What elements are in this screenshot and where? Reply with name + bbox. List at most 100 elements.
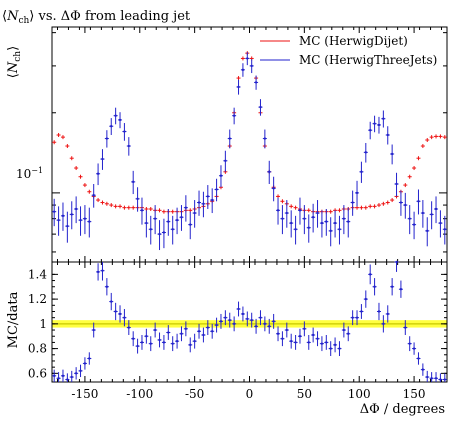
ratio-point <box>368 264 373 285</box>
herwig-three-jets-point <box>210 188 215 214</box>
ratio-point <box>100 262 105 281</box>
main-y-axis-label: ⟨Nch⟩ <box>6 46 23 78</box>
ratio-point <box>319 336 324 352</box>
ratio-point <box>416 352 421 365</box>
herwig-three-jets-point <box>153 205 158 235</box>
ratio-point <box>376 302 381 321</box>
herwig-three-jets-point <box>258 99 263 116</box>
ratio-point <box>188 337 193 353</box>
herwig-three-jets-point <box>346 207 351 238</box>
ratio-point <box>363 290 368 308</box>
herwig-three-jets-point <box>315 200 320 228</box>
herwig-dijet-point <box>420 144 425 149</box>
herwig-dijet-point <box>425 138 430 143</box>
herwig-dijet-point <box>109 203 114 208</box>
ratio-point <box>398 280 403 298</box>
ratio-point <box>276 326 281 342</box>
herwig-three-jets-point <box>60 202 65 231</box>
herwig-three-jets-point <box>355 180 360 207</box>
herwig-dijet-point <box>82 183 87 188</box>
ratio-point <box>442 373 447 382</box>
herwig-three-jets-point <box>175 207 180 235</box>
ratio-point <box>302 321 307 337</box>
herwig-three-jets-point <box>232 107 237 125</box>
ratio-point <box>113 302 118 321</box>
herwig-dijet-point <box>376 203 381 208</box>
ratio-point <box>218 313 223 329</box>
herwig-dijet-point <box>359 205 364 210</box>
ratio-point <box>122 309 127 327</box>
herwig-three-jets-point <box>381 110 386 128</box>
herwig-dijet-point <box>52 140 57 145</box>
ratio-point <box>227 312 232 328</box>
ratio-point <box>87 352 92 365</box>
herwig-dijet-point <box>161 209 166 214</box>
herwig-three-jets-point <box>407 205 412 235</box>
herwig-dijet-point <box>113 204 118 209</box>
ratio-point <box>355 310 360 326</box>
herwig-three-jets-point <box>170 215 175 245</box>
herwig-three-jets-point <box>333 210 338 238</box>
herwig-dijet-point <box>100 200 105 205</box>
ratio-point <box>197 323 202 339</box>
ratio-point <box>166 325 171 340</box>
herwig-three-jets-point <box>271 176 276 202</box>
herwig-three-jets-point <box>262 129 267 149</box>
x-tick-label: -150 <box>71 387 98 401</box>
ratio-y-tick-label: 1 <box>39 317 47 331</box>
herwig-three-jets-point <box>280 205 285 235</box>
herwig-dijet-point <box>188 208 193 213</box>
ratio-point <box>403 320 408 335</box>
ratio-point <box>91 322 96 338</box>
ratio-point <box>289 333 294 349</box>
ratio-point <box>258 310 263 326</box>
ratio-point <box>126 320 131 335</box>
herwig-three-jets-point <box>429 201 434 230</box>
herwig-three-jets-point <box>442 215 447 245</box>
ratio-point <box>232 316 237 332</box>
herwig-three-jets-point <box>359 161 364 183</box>
ratio-point <box>60 369 65 382</box>
herwig-dijet-point <box>412 166 417 171</box>
ratio-point <box>284 322 289 338</box>
ratio-y-tick-label: 1.4 <box>28 267 47 281</box>
herwig-three-jets-point <box>350 190 355 216</box>
herwig-three-jets-point <box>240 63 245 77</box>
herwig-three-jets-point <box>183 195 188 222</box>
ratio-point <box>161 334 166 350</box>
x-tick-label: 100 <box>348 387 371 401</box>
herwig-dijet-point <box>407 174 412 179</box>
ratio-point <box>425 370 430 382</box>
ratio-point <box>245 311 250 327</box>
ratio-point <box>52 369 57 382</box>
herwig-dijet-point <box>122 205 127 210</box>
herwig-three-jets-point <box>113 107 118 125</box>
ratio-point <box>297 328 302 344</box>
ratio-point <box>429 372 434 382</box>
herwig-three-jets-point <box>302 205 307 235</box>
herwig-dijet-point <box>434 134 439 139</box>
ratio-point <box>104 278 109 296</box>
ratio-point <box>118 305 123 323</box>
ratio-point <box>65 373 70 382</box>
ratio-y-axis-label: MC/data <box>6 291 21 348</box>
herwig-dijet-point <box>416 156 421 161</box>
ratio-point <box>346 326 351 342</box>
ratio-point <box>311 327 316 343</box>
x-tick-label: 50 <box>297 387 312 401</box>
herwig-dijet-point <box>236 76 241 81</box>
herwig-three-jets-point <box>205 185 210 209</box>
herwig-dijet-point <box>280 199 285 204</box>
ratio-point <box>170 336 175 352</box>
herwig-three-jets-point <box>412 211 417 240</box>
herwig-three-jets-point <box>420 200 425 228</box>
herwig-three-jets-point <box>161 218 166 249</box>
ratio-panel: -150 -100 -50 0 50 100 150 0.6 0.8 1 1.2 1.4 MC/dat… <box>6 260 448 417</box>
x-tick-label: -100 <box>126 387 153 401</box>
herwig-three-jets-point <box>376 116 381 134</box>
herwig-three-jets-point <box>214 178 219 202</box>
herwig-three-jets-point <box>254 75 259 90</box>
x-tick-label: 150 <box>403 387 426 401</box>
ratio-y-tick-label: 0.8 <box>28 342 47 356</box>
